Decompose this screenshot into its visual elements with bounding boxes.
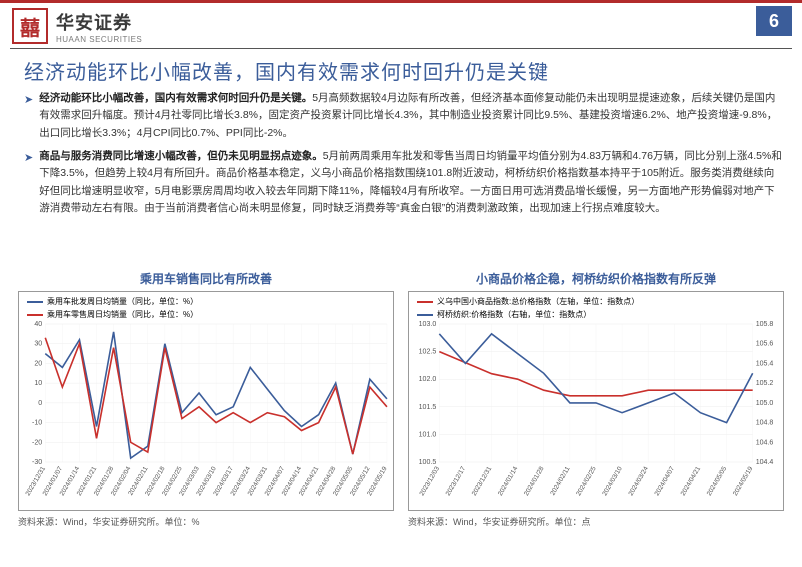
svg-text:102.5: 102.5 [419, 349, 437, 356]
legend-label: 柯桥纺织:价格指数（右轴，单位：指数点） [437, 309, 591, 320]
header-divider [10, 48, 792, 49]
page-number-value: 6 [769, 11, 779, 32]
svg-text:2024/03/24: 2024/03/24 [627, 465, 650, 497]
page-number-badge: 6 [756, 6, 792, 36]
svg-text:104.6: 104.6 [756, 439, 774, 446]
bullet-icon: ➤ [24, 149, 33, 217]
legend-label: 义乌中国小商品指数:总价格指数（左轴，单位：指数点） [437, 296, 639, 307]
legend-swatch-icon [417, 314, 433, 316]
svg-text:105.4: 105.4 [756, 360, 774, 367]
svg-text:2024/03/10: 2024/03/10 [601, 465, 624, 497]
body-content: ➤ 经济动能环比小幅改善，国内有效需求何时回升仍是关键。5月高频数据较4月边际有… [24, 90, 784, 223]
svg-text:-20: -20 [32, 439, 42, 446]
legend-item: 乘用车批发周日均销量（同比，单位：%） [27, 296, 198, 307]
svg-text:2024/04/21: 2024/04/21 [680, 465, 703, 497]
logo-glyph: 囍 [20, 12, 40, 41]
svg-text:2024/01/14: 2024/01/14 [497, 465, 520, 497]
svg-text:104.8: 104.8 [756, 420, 774, 427]
svg-text:2024/04/07: 2024/04/07 [654, 465, 677, 497]
top-accent-line [0, 0, 802, 3]
svg-text:2024/05/05: 2024/05/05 [706, 465, 729, 497]
chart-left: 乘用车销售同比有所改善 乘用车批发周日均销量（同比，单位：%） 乘用车零售周日均… [18, 270, 394, 528]
svg-text:2024/05/19: 2024/05/19 [732, 465, 755, 497]
chart-left-svg: -30-20-100102030402023/12/312024/01/0720… [19, 292, 393, 510]
bullet-icon: ➤ [24, 91, 33, 142]
bullet-lead: 商品与服务消费同比增速小幅改善，但仍未见明显拐点迹象。 [39, 150, 323, 162]
svg-text:30: 30 [34, 341, 42, 348]
chart-left-plot: 乘用车批发周日均销量（同比，单位：%） 乘用车零售周日均销量（同比，单位：%） … [18, 291, 394, 511]
legend-swatch-icon [27, 301, 43, 303]
chart-right-source: 资料来源：Wind，华安证券研究所。单位：点 [408, 515, 784, 528]
svg-text:104.4: 104.4 [756, 459, 774, 466]
bullet-item: ➤ 商品与服务消费同比增速小幅改善，但仍未见明显拐点迹象。5月前两周乘用车批发和… [24, 148, 784, 217]
legend-swatch-icon [417, 301, 433, 303]
svg-text:2023/12/03: 2023/12/03 [419, 465, 442, 497]
chart-left-title: 乘用车销售同比有所改善 [18, 270, 394, 287]
chart-right-legend: 义乌中国小商品指数:总价格指数（左轴，单位：指数点） 柯桥纺织:价格指数（右轴，… [417, 296, 639, 322]
legend-swatch-icon [27, 314, 43, 316]
logo-icon: 囍 [12, 8, 48, 44]
chart-left-legend: 乘用车批发周日均销量（同比，单位：%） 乘用车零售周日均销量（同比，单位：%） [27, 296, 198, 322]
svg-text:-10: -10 [32, 420, 42, 427]
legend-label: 乘用车零售周日均销量（同比，单位：%） [47, 309, 198, 320]
brand-text-block: 华安证券 HUAAN SECURITIES [56, 9, 142, 44]
bullet-lead: 经济动能环比小幅改善，国内有效需求何时回升仍是关键。 [39, 92, 312, 104]
svg-text:10: 10 [34, 380, 42, 387]
chart-right-title: 小商品价格企稳，柯桥纺织价格指数有所反弹 [408, 270, 784, 287]
chart-right-plot: 义乌中国小商品指数:总价格指数（左轴，单位：指数点） 柯桥纺织:价格指数（右轴，… [408, 291, 784, 511]
svg-text:102.0: 102.0 [419, 376, 437, 383]
svg-text:2023/12/17: 2023/12/17 [445, 465, 468, 497]
svg-text:100.5: 100.5 [419, 459, 437, 466]
svg-text:105.0: 105.0 [756, 400, 774, 407]
svg-text:2024/02/25: 2024/02/25 [575, 465, 598, 497]
legend-label: 乘用车批发周日均销量（同比，单位：%） [47, 296, 198, 307]
svg-text:2023/12/31: 2023/12/31 [471, 465, 494, 497]
svg-text:103.0: 103.0 [419, 321, 437, 328]
brand-name-en: HUAAN SECURITIES [56, 35, 142, 44]
page-title: 经济动能环比小幅改善，国内有效需求何时回升仍是关键 [24, 56, 549, 85]
brand-name-cn: 华安证券 [56, 9, 142, 35]
svg-text:105.6: 105.6 [756, 341, 774, 348]
bullet-text: 商品与服务消费同比增速小幅改善，但仍未见明显拐点迹象。5月前两周乘用车批发和零售… [39, 148, 784, 217]
brand-logo-area: 囍 华安证券 HUAAN SECURITIES [12, 8, 142, 44]
chart-right: 小商品价格企稳，柯桥纺织价格指数有所反弹 义乌中国小商品指数:总价格指数（左轴，… [408, 270, 784, 528]
charts-container: 乘用车销售同比有所改善 乘用车批发周日均销量（同比，单位：%） 乘用车零售周日均… [18, 270, 784, 528]
legend-item: 柯桥纺织:价格指数（右轴，单位：指数点） [417, 309, 639, 320]
legend-item: 乘用车零售周日均销量（同比，单位：%） [27, 309, 198, 320]
svg-text:2024/02/11: 2024/02/11 [549, 465, 571, 496]
svg-text:40: 40 [34, 321, 42, 328]
svg-text:0: 0 [38, 400, 42, 407]
svg-text:20: 20 [34, 360, 42, 367]
svg-text:105.2: 105.2 [756, 380, 774, 387]
svg-text:-30: -30 [32, 459, 42, 466]
chart-right-svg: 100.5 101.0 101.5 102.0 102.5 103.0 104.4 104.6… [409, 292, 783, 510]
bullet-text: 经济动能环比小幅改善，国内有效需求何时回升仍是关键。5月高频数据较4月边际有所改… [39, 90, 784, 142]
svg-text:105.8: 105.8 [756, 321, 774, 328]
bullet-item: ➤ 经济动能环比小幅改善，国内有效需求何时回升仍是关键。5月高频数据较4月边际有… [24, 90, 784, 142]
svg-text:101.5: 101.5 [419, 404, 437, 411]
chart-left-source: 资料来源：Wind，华安证券研究所。单位：% [18, 515, 394, 528]
svg-text:2024/01/28: 2024/01/28 [523, 465, 546, 497]
legend-item: 义乌中国小商品指数:总价格指数（左轴，单位：指数点） [417, 296, 639, 307]
svg-text:101.0: 101.0 [419, 431, 437, 438]
